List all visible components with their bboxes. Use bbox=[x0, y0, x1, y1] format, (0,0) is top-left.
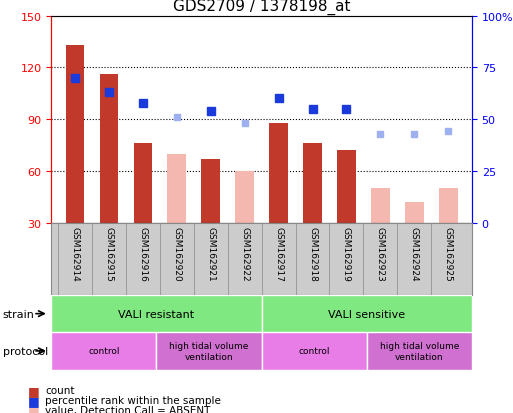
Text: GSM162919: GSM162919 bbox=[342, 227, 351, 281]
Bar bbox=[262, 295, 472, 332]
Text: GSM162922: GSM162922 bbox=[240, 227, 249, 281]
Text: count: count bbox=[45, 385, 75, 395]
Text: GSM162914: GSM162914 bbox=[71, 227, 80, 281]
Text: strain: strain bbox=[3, 309, 34, 319]
Text: control: control bbox=[299, 347, 330, 356]
Text: ■: ■ bbox=[28, 394, 40, 407]
Text: GSM162915: GSM162915 bbox=[105, 227, 113, 281]
Bar bbox=[269, 123, 288, 223]
Bar bbox=[439, 189, 458, 223]
Bar bbox=[337, 151, 356, 223]
Text: VALI resistant: VALI resistant bbox=[119, 309, 194, 319]
Text: GSM162917: GSM162917 bbox=[274, 227, 283, 281]
Bar bbox=[235, 171, 254, 223]
Text: GSM162924: GSM162924 bbox=[410, 227, 419, 281]
Text: GSM162916: GSM162916 bbox=[139, 227, 147, 281]
Bar bbox=[303, 144, 322, 223]
Text: GSM162925: GSM162925 bbox=[444, 227, 452, 281]
Title: GDS2709 / 1378198_at: GDS2709 / 1378198_at bbox=[173, 0, 350, 15]
Text: high tidal volume
ventilation: high tidal volume ventilation bbox=[380, 342, 459, 361]
Text: protocol: protocol bbox=[3, 346, 48, 356]
Text: VALI sensitive: VALI sensitive bbox=[328, 309, 405, 319]
Bar bbox=[371, 189, 390, 223]
Text: control: control bbox=[88, 347, 120, 356]
Text: percentile rank within the sample: percentile rank within the sample bbox=[45, 395, 221, 405]
Bar bbox=[262, 332, 367, 370]
Text: high tidal volume
ventilation: high tidal volume ventilation bbox=[169, 342, 249, 361]
Bar bbox=[405, 202, 424, 223]
Bar bbox=[202, 159, 220, 223]
Bar bbox=[51, 295, 262, 332]
Bar bbox=[133, 144, 152, 223]
Bar bbox=[100, 75, 119, 223]
Text: GSM162918: GSM162918 bbox=[308, 227, 317, 281]
Bar bbox=[66, 46, 84, 223]
Bar bbox=[156, 332, 262, 370]
Text: GSM162921: GSM162921 bbox=[206, 227, 215, 281]
Text: ■: ■ bbox=[28, 404, 40, 413]
Bar bbox=[51, 332, 156, 370]
Text: value, Detection Call = ABSENT: value, Detection Call = ABSENT bbox=[45, 405, 210, 413]
Bar bbox=[167, 154, 186, 223]
Text: GSM162920: GSM162920 bbox=[172, 227, 181, 281]
Text: GSM162923: GSM162923 bbox=[376, 227, 385, 281]
Bar bbox=[367, 332, 472, 370]
Text: ■: ■ bbox=[28, 384, 40, 397]
